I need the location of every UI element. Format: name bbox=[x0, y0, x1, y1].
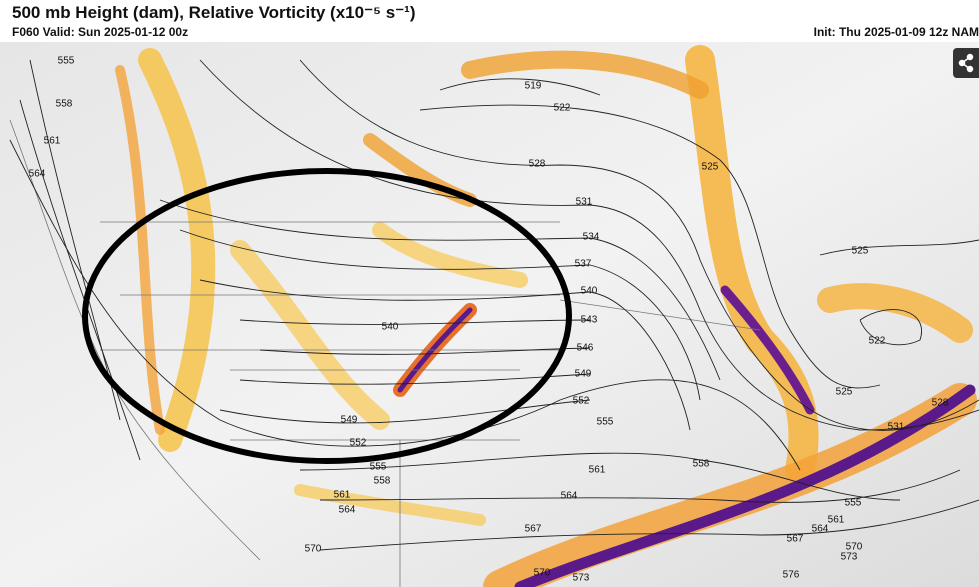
contour-label: 570 bbox=[846, 542, 863, 553]
contour-label: 576 bbox=[783, 570, 800, 581]
contour-label: 525 bbox=[702, 162, 719, 173]
contour-label: 540 bbox=[382, 322, 399, 333]
contour-label: 555 bbox=[845, 498, 862, 509]
contour-label: 528 bbox=[932, 398, 949, 409]
contour-label: 552 bbox=[350, 438, 367, 449]
init-time: Init: Thu 2025-01-09 12z NAM bbox=[813, 25, 979, 39]
contour-label: 549 bbox=[341, 415, 358, 426]
contour-label: 558 bbox=[56, 99, 73, 110]
contour-label: 561 bbox=[828, 515, 845, 526]
contour-label: 561 bbox=[44, 136, 61, 147]
contour-label: 567 bbox=[787, 534, 804, 545]
contour-label: 540 bbox=[581, 286, 598, 297]
contour-label: 525 bbox=[836, 387, 853, 398]
contour-label: 531 bbox=[888, 422, 905, 433]
contour-label: 552 bbox=[573, 396, 590, 407]
contour-label: 564 bbox=[29, 169, 46, 180]
contour-label: 555 bbox=[370, 462, 387, 473]
map-background bbox=[0, 42, 979, 587]
contour-label: 564 bbox=[339, 505, 356, 516]
contour-label: 558 bbox=[693, 459, 710, 470]
contour-label: 537 bbox=[575, 259, 592, 270]
share-button[interactable] bbox=[953, 48, 979, 78]
contour-label: 567 bbox=[525, 524, 542, 535]
map-title: 500 mb Height (dam), Relative Vorticity … bbox=[12, 3, 416, 22]
contour-label: 564 bbox=[812, 524, 829, 535]
valid-time: F060 Valid: Sun 2025-01-12 00z bbox=[12, 25, 189, 39]
contour-label: 543 bbox=[581, 315, 598, 326]
contour-label: 534 bbox=[583, 232, 600, 243]
contour-label: 555 bbox=[58, 56, 75, 67]
contour-label: 522 bbox=[554, 103, 571, 114]
contour-label: 519 bbox=[525, 81, 542, 92]
contour-label: 558 bbox=[374, 476, 391, 487]
contour-label: 555 bbox=[597, 417, 614, 428]
highlight-ellipse bbox=[82, 168, 572, 464]
contour-label: 549 bbox=[575, 369, 592, 380]
contour-label: 564 bbox=[561, 491, 578, 502]
vorticity-shading bbox=[115, 45, 977, 587]
height-contours bbox=[9, 59, 979, 551]
contour-label: 573 bbox=[841, 552, 858, 563]
contour-label: 531 bbox=[576, 197, 593, 208]
contour-label: 570 bbox=[305, 544, 322, 555]
contour-label: 570 bbox=[534, 568, 551, 579]
contour-label: 561 bbox=[589, 465, 606, 476]
contour-label: 561 bbox=[334, 490, 351, 501]
contour-label: 573 bbox=[573, 573, 590, 584]
contour-label: 522 bbox=[869, 336, 886, 347]
contour-label: 525 bbox=[852, 246, 869, 257]
contour-label: 528 bbox=[529, 159, 546, 170]
share-icon bbox=[958, 53, 974, 73]
contour-label: 546 bbox=[577, 343, 594, 354]
